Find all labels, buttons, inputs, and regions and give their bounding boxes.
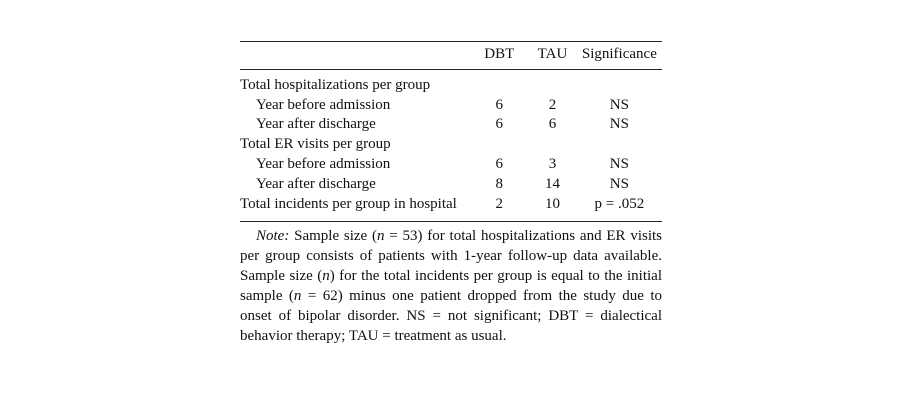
header-cell (240, 41, 471, 70)
dbt-cell: 8 (495, 175, 504, 192)
significance-cell: NS (609, 96, 629, 113)
significance-cell: NS (609, 175, 629, 192)
table-row: Total incidents per group in hospital 2 10… (240, 194, 662, 223)
row-label: Year before admission (256, 96, 391, 113)
row-label: Year after discharge (256, 116, 376, 133)
note-text: n (376, 228, 385, 245)
tau-cell: 2 (548, 96, 557, 113)
group-label: Total ER visits per group (240, 136, 391, 153)
table-note: Note: Sample size (n = 53) for total hos… (240, 226, 662, 346)
table-block: DBT TAU Significance Total hospitalizati… (240, 41, 662, 346)
note-text: = 53) for total hospitalizations and ER … (240, 228, 662, 285)
tau-cell: 14 (544, 175, 560, 192)
row-label: Year after discharge (256, 175, 376, 192)
header-row: DBT TAU Significance (240, 41, 662, 70)
tau-cell: 10 (528, 194, 577, 223)
significance-cell: NS (609, 155, 629, 172)
table-row: Total ER visits per group (240, 135, 662, 155)
dbt-cell: 6 (495, 155, 504, 172)
note-text: Sample size ( (289, 228, 377, 245)
table-row: Year before admission 6 2 NS (240, 96, 662, 116)
table-row: Year after discharge 6 6 NS (240, 115, 662, 135)
note-text: ) for the total incidents per group is e… (240, 268, 663, 305)
header-cell: TAU (528, 41, 577, 70)
significance-cell: p = .052 (576, 194, 662, 223)
table-row: Year before admission 6 3 NS (240, 155, 662, 175)
table-row: Total hospitalizations per group (240, 69, 662, 95)
note-text: n (322, 268, 330, 285)
header-cell: Significance (576, 41, 662, 70)
row-label: Year before admission (256, 155, 391, 172)
group-label: Total hospitalizations per group (240, 76, 431, 93)
tau-cell: 3 (548, 155, 557, 172)
note-text: = 62) minus one patient dropped from the… (240, 288, 663, 345)
table-row: Year after discharge 8 14 NS (240, 175, 662, 195)
note-text: n (293, 288, 302, 305)
significance-cell: NS (609, 116, 629, 133)
header-cell: DBT (470, 41, 529, 70)
note-label: Note: (256, 228, 290, 245)
results-table: DBT TAU Significance Total hospitalizati… (240, 41, 662, 223)
dbt-cell: 6 (495, 116, 504, 133)
dbt-cell: 6 (495, 96, 504, 113)
tau-cell: 6 (548, 116, 557, 133)
table-body: Total hospitalizations per group Year bef… (240, 69, 662, 223)
dbt-cell: 2 (470, 194, 529, 223)
row-label: Total incidents per group in hospital (240, 194, 471, 223)
